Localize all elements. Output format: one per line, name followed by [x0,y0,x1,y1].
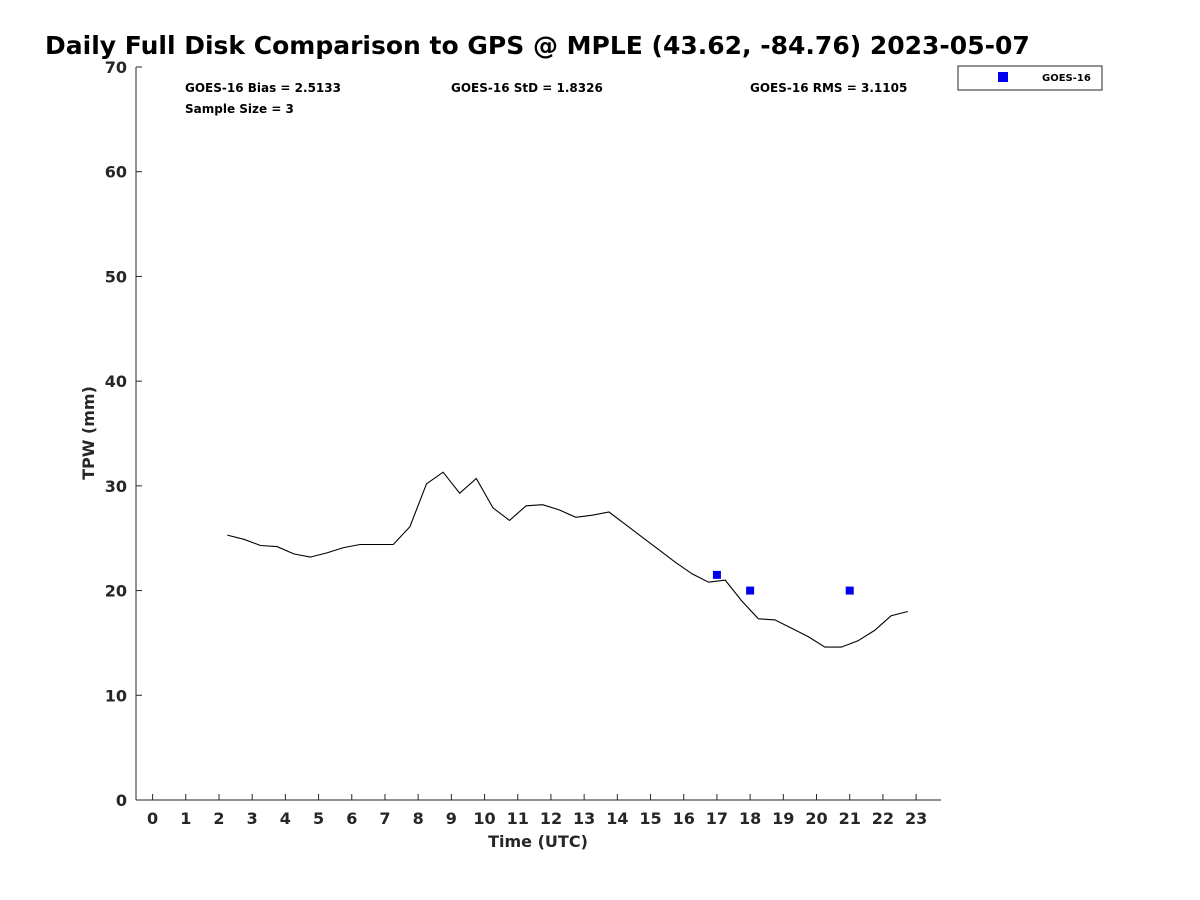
rms-annotation: GOES-16 RMS = 3.1105 [750,81,907,95]
y-axis-label: TPW (mm) [79,386,98,480]
sample-size-annotation: Sample Size = 3 [185,102,294,116]
x-tick-label-23: 23 [905,809,927,828]
y-tick-label-30: 30 [105,477,127,496]
y-tick-label-0: 0 [116,791,127,810]
goes16-point-18 [746,586,755,595]
std-annotation: GOES-16 StD = 1.8326 [451,81,603,95]
y-ticks: 0 10 20 30 40 50 60 70 [105,58,142,810]
y-tick-label-40: 40 [105,372,127,391]
x-tick-label-9: 9 [446,809,457,828]
x-ticks: 0 1 2 3 4 5 6 7 8 9 10 11 12 13 14 15 16 17 18 19 20 21 22 23 [147,794,927,828]
x-tick-label-18: 18 [739,809,761,828]
x-tick-label-22: 22 [872,809,894,828]
axes [135,67,941,801]
chart-title: Daily Full Disk Comparison to GPS @ MPLE… [45,31,1030,60]
y-tick-label-50: 50 [105,267,127,286]
x-tick-label-2: 2 [213,809,224,828]
x-tick-label-19: 19 [772,809,794,828]
goes16-point-21 [845,586,854,595]
y-tick-label-70: 70 [105,58,127,77]
legend-marker-goes16 [998,72,1008,82]
x-tick-label-17: 17 [706,809,728,828]
x-tick-label-10: 10 [473,809,495,828]
x-tick-label-6: 6 [346,809,357,828]
x-tick-label-5: 5 [313,809,324,828]
x-tick-label-1: 1 [180,809,191,828]
x-tick-label-14: 14 [606,809,628,828]
y-tick-label-20: 20 [105,582,127,601]
goes16-point-17 [712,570,721,579]
legend-label-goes16: GOES-16 [1042,73,1091,84]
x-tick-label-8: 8 [413,809,424,828]
legend-box [957,65,1103,91]
x-tick-label-21: 21 [839,809,861,828]
x-tick-label-12: 12 [540,809,562,828]
plot-area [227,471,908,648]
x-tick-label-15: 15 [639,809,661,828]
x-tick-label-0: 0 [147,809,158,828]
x-axis-label: Time (UTC) [488,832,588,851]
gps-tpw-line [227,471,908,648]
y-tick-label-60: 60 [105,163,127,182]
legend: GOES-16 [957,65,1103,91]
x-tick-label-4: 4 [280,809,291,828]
bias-annotation: GOES-16 Bias = 2.5133 [185,81,341,95]
x-tick-label-7: 7 [379,809,390,828]
x-tick-label-11: 11 [507,809,529,828]
x-tick-label-16: 16 [673,809,695,828]
x-tick-label-20: 20 [805,809,827,828]
x-tick-label-3: 3 [247,809,258,828]
x-tick-label-13: 13 [573,809,595,828]
y-tick-label-10: 10 [105,686,127,705]
